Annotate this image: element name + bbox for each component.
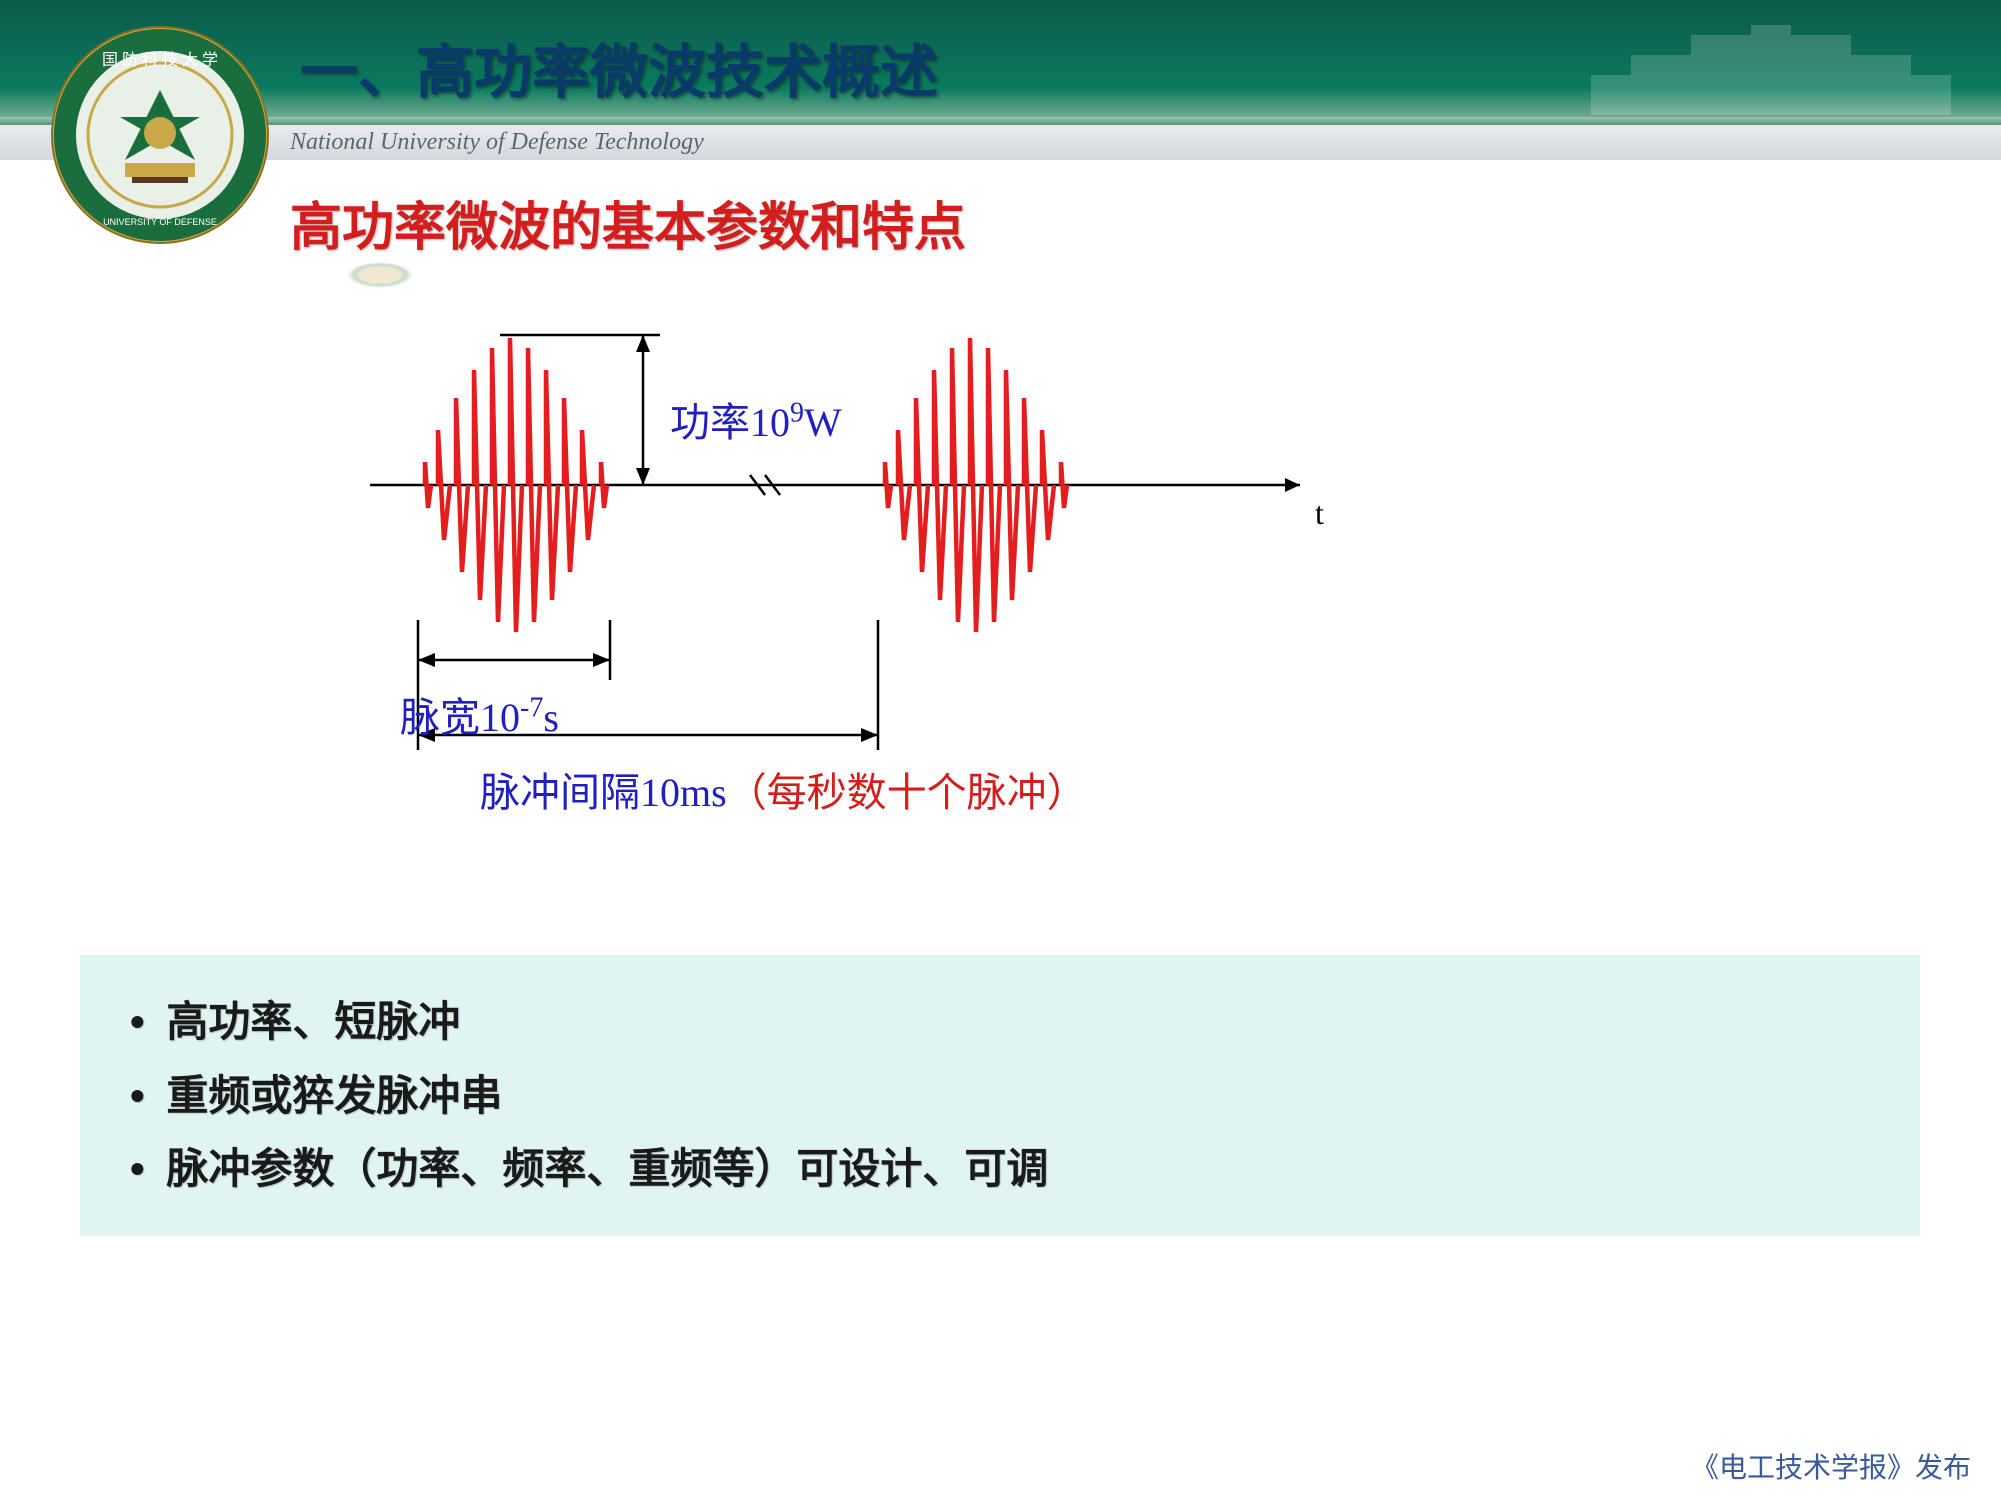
power-exp: 9 [790,398,804,429]
svg-text:UNIVERSITY OF DEFENSE: UNIVERSITY OF DEFENSE [103,217,217,227]
bullet-item: 高功率、短脉冲 [130,985,1870,1059]
width-label: 脉宽10-7s [400,685,559,743]
subheader-bar: National University of Defense Technolog… [0,125,2001,160]
university-logo: 国 防 科 技 大 学 UNIVERSITY OF DEFENSE [50,25,270,245]
width-prefix: 脉宽 [400,695,480,740]
time-axis-label: t [1315,495,1324,532]
svg-text:国 防 科 技 大 学: 国 防 科 技 大 学 [102,51,218,69]
width-unit: s [543,695,559,740]
slide-header: 一、高功率微波技术概述 [0,0,2001,125]
bullet-box: 高功率、短脉冲 重频或猝发脉冲串 脉冲参数（功率、频率、重频等）可设计、可调 [80,955,1920,1236]
pulse-diagram: 功率109W 脉宽10-7s t 脉冲间隔10ms（每秒数十个脉冲） [370,290,1370,910]
width-exp: -7 [520,693,543,724]
content-area: 高功率微波的基本参数和特点 [290,185,1941,940]
power-value: 10 [750,400,790,445]
interval-label-blue: 脉冲间隔10ms [480,770,727,815]
university-logo-container: 国 防 科 技 大 学 UNIVERSITY OF DEFENSE [50,25,280,305]
width-value: 10 [480,695,520,740]
interval-label-red: （每秒数十个脉冲） [727,770,1087,815]
bullet-item: 重频或猝发脉冲串 [130,1059,1870,1133]
section-title: 高功率微波的基本参数和特点 [290,185,1941,260]
interval-label: 脉冲间隔10ms（每秒数十个脉冲） [480,760,1087,818]
power-label: 功率109W [670,390,842,448]
university-name-en: National University of Defense Technolog… [290,129,704,156]
power-prefix: 功率 [670,400,750,445]
bullet-item: 脉冲参数（功率、频率、重频等）可设计、可调 [130,1132,1870,1206]
slide-title: 一、高功率微波技术概述 [300,25,938,109]
building-silhouette [1571,25,1971,115]
power-unit: W [804,400,842,445]
footer-credit: 《电工技术学报》发布 [1691,1446,1971,1486]
